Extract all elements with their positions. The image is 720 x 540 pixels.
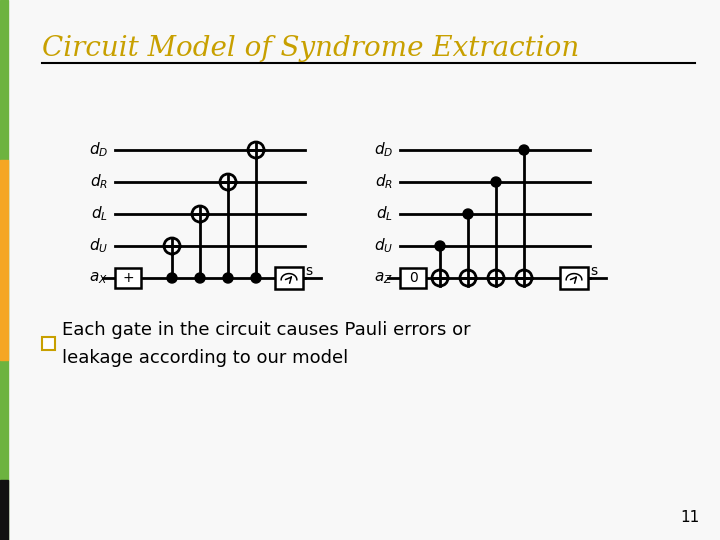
Text: $d_U$: $d_U$ [374, 237, 393, 255]
Bar [275, 267, 303, 289]
Circle shape [463, 209, 473, 219]
Text: $d_U$: $d_U$ [89, 237, 108, 255]
Text: Each gate in the circuit causes Pauli errors or
leakage according to our model: Each gate in the circuit causes Pauli er… [62, 321, 471, 367]
Text: $d_R$: $d_R$ [375, 173, 393, 191]
Text: 11: 11 [680, 510, 700, 525]
Text: $a_X$: $a_X$ [89, 270, 108, 286]
Circle shape [435, 241, 445, 251]
Circle shape [167, 273, 177, 283]
Bar [0, 160, 8, 360]
Text: 0: 0 [409, 271, 418, 285]
Text: $a_Z$: $a_Z$ [374, 270, 393, 286]
Text: $d_R$: $d_R$ [90, 173, 108, 191]
Text: $d_D$: $d_D$ [89, 140, 108, 159]
Circle shape [519, 145, 529, 155]
Circle shape [251, 273, 261, 283]
Text: +: + [122, 271, 134, 285]
Text: s: s [590, 264, 597, 278]
Bar [400, 268, 426, 288]
Text: $d_L$: $d_L$ [91, 205, 108, 224]
Text: Circuit Model of Syndrome Extraction: Circuit Model of Syndrome Extraction [42, 35, 580, 62]
FancyBboxPatch shape [42, 337, 55, 350]
Bar [560, 267, 588, 289]
Bar [0, 480, 8, 540]
Text: $d_D$: $d_D$ [374, 140, 393, 159]
Text: s: s [305, 264, 312, 278]
Circle shape [195, 273, 205, 283]
Circle shape [491, 177, 501, 187]
Bar [0, 0, 8, 540]
Text: $d_L$: $d_L$ [376, 205, 393, 224]
Circle shape [223, 273, 233, 283]
Bar [115, 268, 141, 288]
